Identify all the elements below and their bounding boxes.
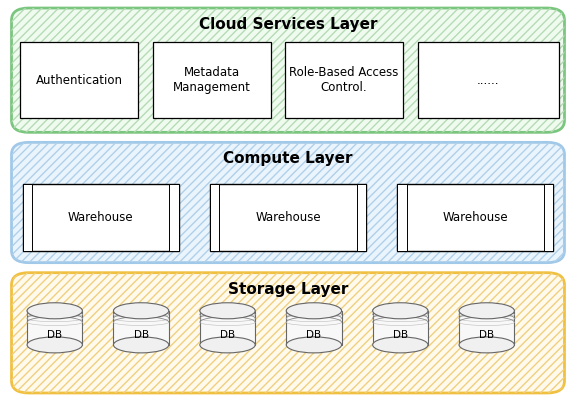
Text: Compute Layer: Compute Layer <box>223 151 353 166</box>
Ellipse shape <box>200 303 255 319</box>
Ellipse shape <box>459 337 514 353</box>
Bar <box>459 311 514 345</box>
Text: Authentication: Authentication <box>36 74 123 87</box>
Text: ......: ...... <box>477 74 499 87</box>
Ellipse shape <box>286 303 342 319</box>
Text: Warehouse: Warehouse <box>442 211 508 224</box>
FancyBboxPatch shape <box>12 8 564 132</box>
Bar <box>285 42 403 118</box>
Bar <box>210 184 219 251</box>
Bar <box>200 311 255 345</box>
Bar <box>418 42 559 118</box>
Text: DB: DB <box>393 330 408 340</box>
Bar <box>357 184 366 251</box>
Bar <box>113 311 169 345</box>
Ellipse shape <box>113 303 169 319</box>
Text: DB: DB <box>479 330 494 340</box>
Ellipse shape <box>373 337 428 353</box>
Bar <box>210 184 366 251</box>
Ellipse shape <box>27 337 82 353</box>
Text: Metadata
Management: Metadata Management <box>173 66 251 94</box>
Ellipse shape <box>459 303 514 319</box>
Bar <box>544 184 553 251</box>
Bar <box>397 184 553 251</box>
Bar <box>286 311 342 345</box>
Bar <box>153 42 271 118</box>
Text: DB: DB <box>47 330 62 340</box>
Text: DB: DB <box>134 330 149 340</box>
Bar <box>397 184 407 251</box>
FancyBboxPatch shape <box>12 142 564 263</box>
Bar <box>169 184 179 251</box>
Text: DB: DB <box>306 330 321 340</box>
Text: Storage Layer: Storage Layer <box>228 282 348 296</box>
FancyBboxPatch shape <box>12 273 564 393</box>
Bar <box>20 42 138 118</box>
Bar <box>27 311 82 345</box>
Bar <box>23 184 32 251</box>
Bar <box>23 184 179 251</box>
Text: Warehouse: Warehouse <box>255 211 321 224</box>
Ellipse shape <box>373 303 428 319</box>
Text: Cloud Services Layer: Cloud Services Layer <box>199 17 377 32</box>
Ellipse shape <box>200 337 255 353</box>
Text: Warehouse: Warehouse <box>68 211 134 224</box>
Bar <box>373 311 428 345</box>
Text: Role-Based Access
Control.: Role-Based Access Control. <box>290 66 399 94</box>
Ellipse shape <box>113 337 169 353</box>
Text: DB: DB <box>220 330 235 340</box>
Ellipse shape <box>27 303 82 319</box>
Ellipse shape <box>286 337 342 353</box>
